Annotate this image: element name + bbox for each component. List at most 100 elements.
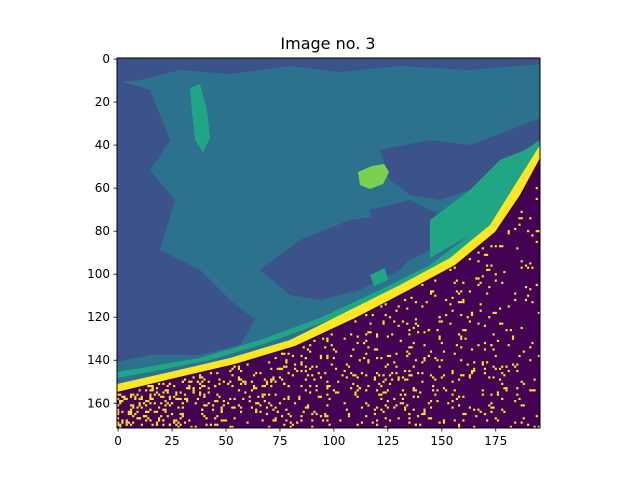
speckle-pixel: [142, 402, 146, 405]
speckle-pixel: [179, 417, 182, 420]
speckle-pixel: [166, 415, 169, 418]
speckle-pixel: [177, 406, 180, 409]
speckle-pixel: [186, 397, 189, 401]
speckle-pixel: [298, 397, 301, 401]
speckle-pixel: [207, 380, 210, 383]
speckle-pixel: [412, 326, 415, 330]
speckle-pixel: [367, 346, 370, 349]
speckle-pixel: [289, 421, 292, 424]
speckle-pixel: [380, 357, 383, 360]
speckle-pixel: [382, 322, 385, 325]
speckle-pixel: [516, 363, 519, 366]
speckle-pixel: [121, 421, 124, 424]
speckle-pixel: [300, 415, 303, 418]
speckle-pixel: [199, 387, 202, 390]
cloud-mid-right: [370, 200, 440, 265]
speckle-pixel: [537, 230, 540, 233]
speckle-pixel: [259, 410, 262, 413]
speckle-pixel: [287, 372, 290, 375]
speckle-pixel: [334, 391, 338, 394]
speckle-pixel: [145, 410, 148, 413]
speckle-pixel: [520, 210, 523, 213]
speckle-pixel: [378, 393, 381, 396]
speckle-pixel: [505, 387, 508, 390]
speckle-pixel: [300, 361, 303, 364]
speckle-pixel: [229, 380, 232, 383]
speckle-pixel: [423, 344, 426, 347]
speckle-pixel: [350, 372, 353, 375]
speckle-pixel: [240, 369, 243, 373]
speckle-pixel: [330, 344, 333, 347]
speckle-pixel: [468, 374, 471, 377]
speckle-pixel: [194, 402, 197, 405]
speckle-pixel: [406, 354, 409, 358]
speckle-pixel: [147, 400, 150, 403]
speckle-pixel: [158, 417, 161, 420]
speckle-pixel: [406, 322, 409, 325]
speckle-pixel: [261, 384, 264, 388]
speckle-pixel: [125, 397, 128, 401]
speckle-pixel: [518, 223, 521, 226]
speckle-pixel: [475, 277, 478, 280]
speckle-pixel: [531, 341, 534, 345]
speckle-pixel: [490, 410, 493, 413]
speckle-pixel: [145, 415, 148, 418]
speckle-pixel: [496, 419, 499, 422]
speckle-pixel: [136, 417, 139, 420]
speckle-pixel: [365, 374, 368, 377]
speckle-pixel: [237, 376, 241, 379]
speckle-pixel: [162, 395, 165, 398]
speckle-pixel: [365, 313, 368, 317]
speckle-pixel: [401, 320, 405, 323]
speckle-pixel: [457, 404, 461, 407]
speckle-pixel: [457, 395, 461, 398]
speckle-pixel: [270, 367, 273, 370]
speckle-pixel: [237, 365, 241, 368]
speckle-pixel: [382, 391, 385, 394]
speckle-pixel: [404, 298, 407, 302]
speckle-pixel: [332, 348, 335, 351]
speckle-pixel: [438, 337, 441, 340]
speckle-pixel: [412, 389, 415, 392]
speckle-pixel: [166, 384, 169, 388]
speckle-pixel: [473, 369, 476, 373]
speckle-pixel: [276, 367, 279, 370]
speckle-pixel: [488, 404, 491, 407]
speckle-pixel: [278, 402, 282, 405]
speckle-pixel: [343, 369, 346, 373]
speckle-pixel: [492, 376, 495, 379]
plot-frame: [116, 57, 541, 429]
speckle-pixel: [520, 380, 523, 383]
speckle-pixel: [507, 344, 510, 347]
speckle-pixel: [367, 361, 370, 364]
speckle-pixel: [278, 367, 282, 370]
speckle-pixel: [343, 402, 346, 405]
speckle-pixel: [252, 387, 256, 390]
speckle-pixel: [255, 387, 258, 390]
speckle-pixel: [203, 404, 206, 407]
speckle-pixel: [527, 266, 530, 269]
speckle-pixel: [501, 382, 504, 385]
speckle-pixel: [473, 361, 476, 364]
speckle-pixel: [462, 374, 465, 377]
speckle-pixel: [421, 283, 424, 287]
speckle-pixel: [483, 348, 487, 351]
speckle-pixel: [203, 378, 206, 381]
speckle-pixel: [408, 352, 411, 355]
speckle-pixel: [391, 372, 394, 375]
speckle-pixel: [229, 397, 232, 401]
speckle-pixel: [322, 337, 325, 340]
speckle-pixel: [263, 400, 266, 403]
speckle-pixel: [514, 227, 517, 231]
speckle-pixel: [173, 419, 176, 422]
chart-title: Image no. 3: [280, 34, 375, 53]
speckle-pixel: [397, 378, 400, 381]
speckle-pixel: [311, 374, 314, 377]
speckle-pixel: [527, 230, 530, 233]
speckle-pixel: [520, 260, 523, 263]
speckle-pixel: [216, 372, 219, 375]
speckle-pixel: [281, 367, 284, 370]
speckle-pixel: [455, 397, 458, 401]
speckle-pixel: [483, 367, 487, 370]
speckle-pixel: [117, 408, 120, 411]
